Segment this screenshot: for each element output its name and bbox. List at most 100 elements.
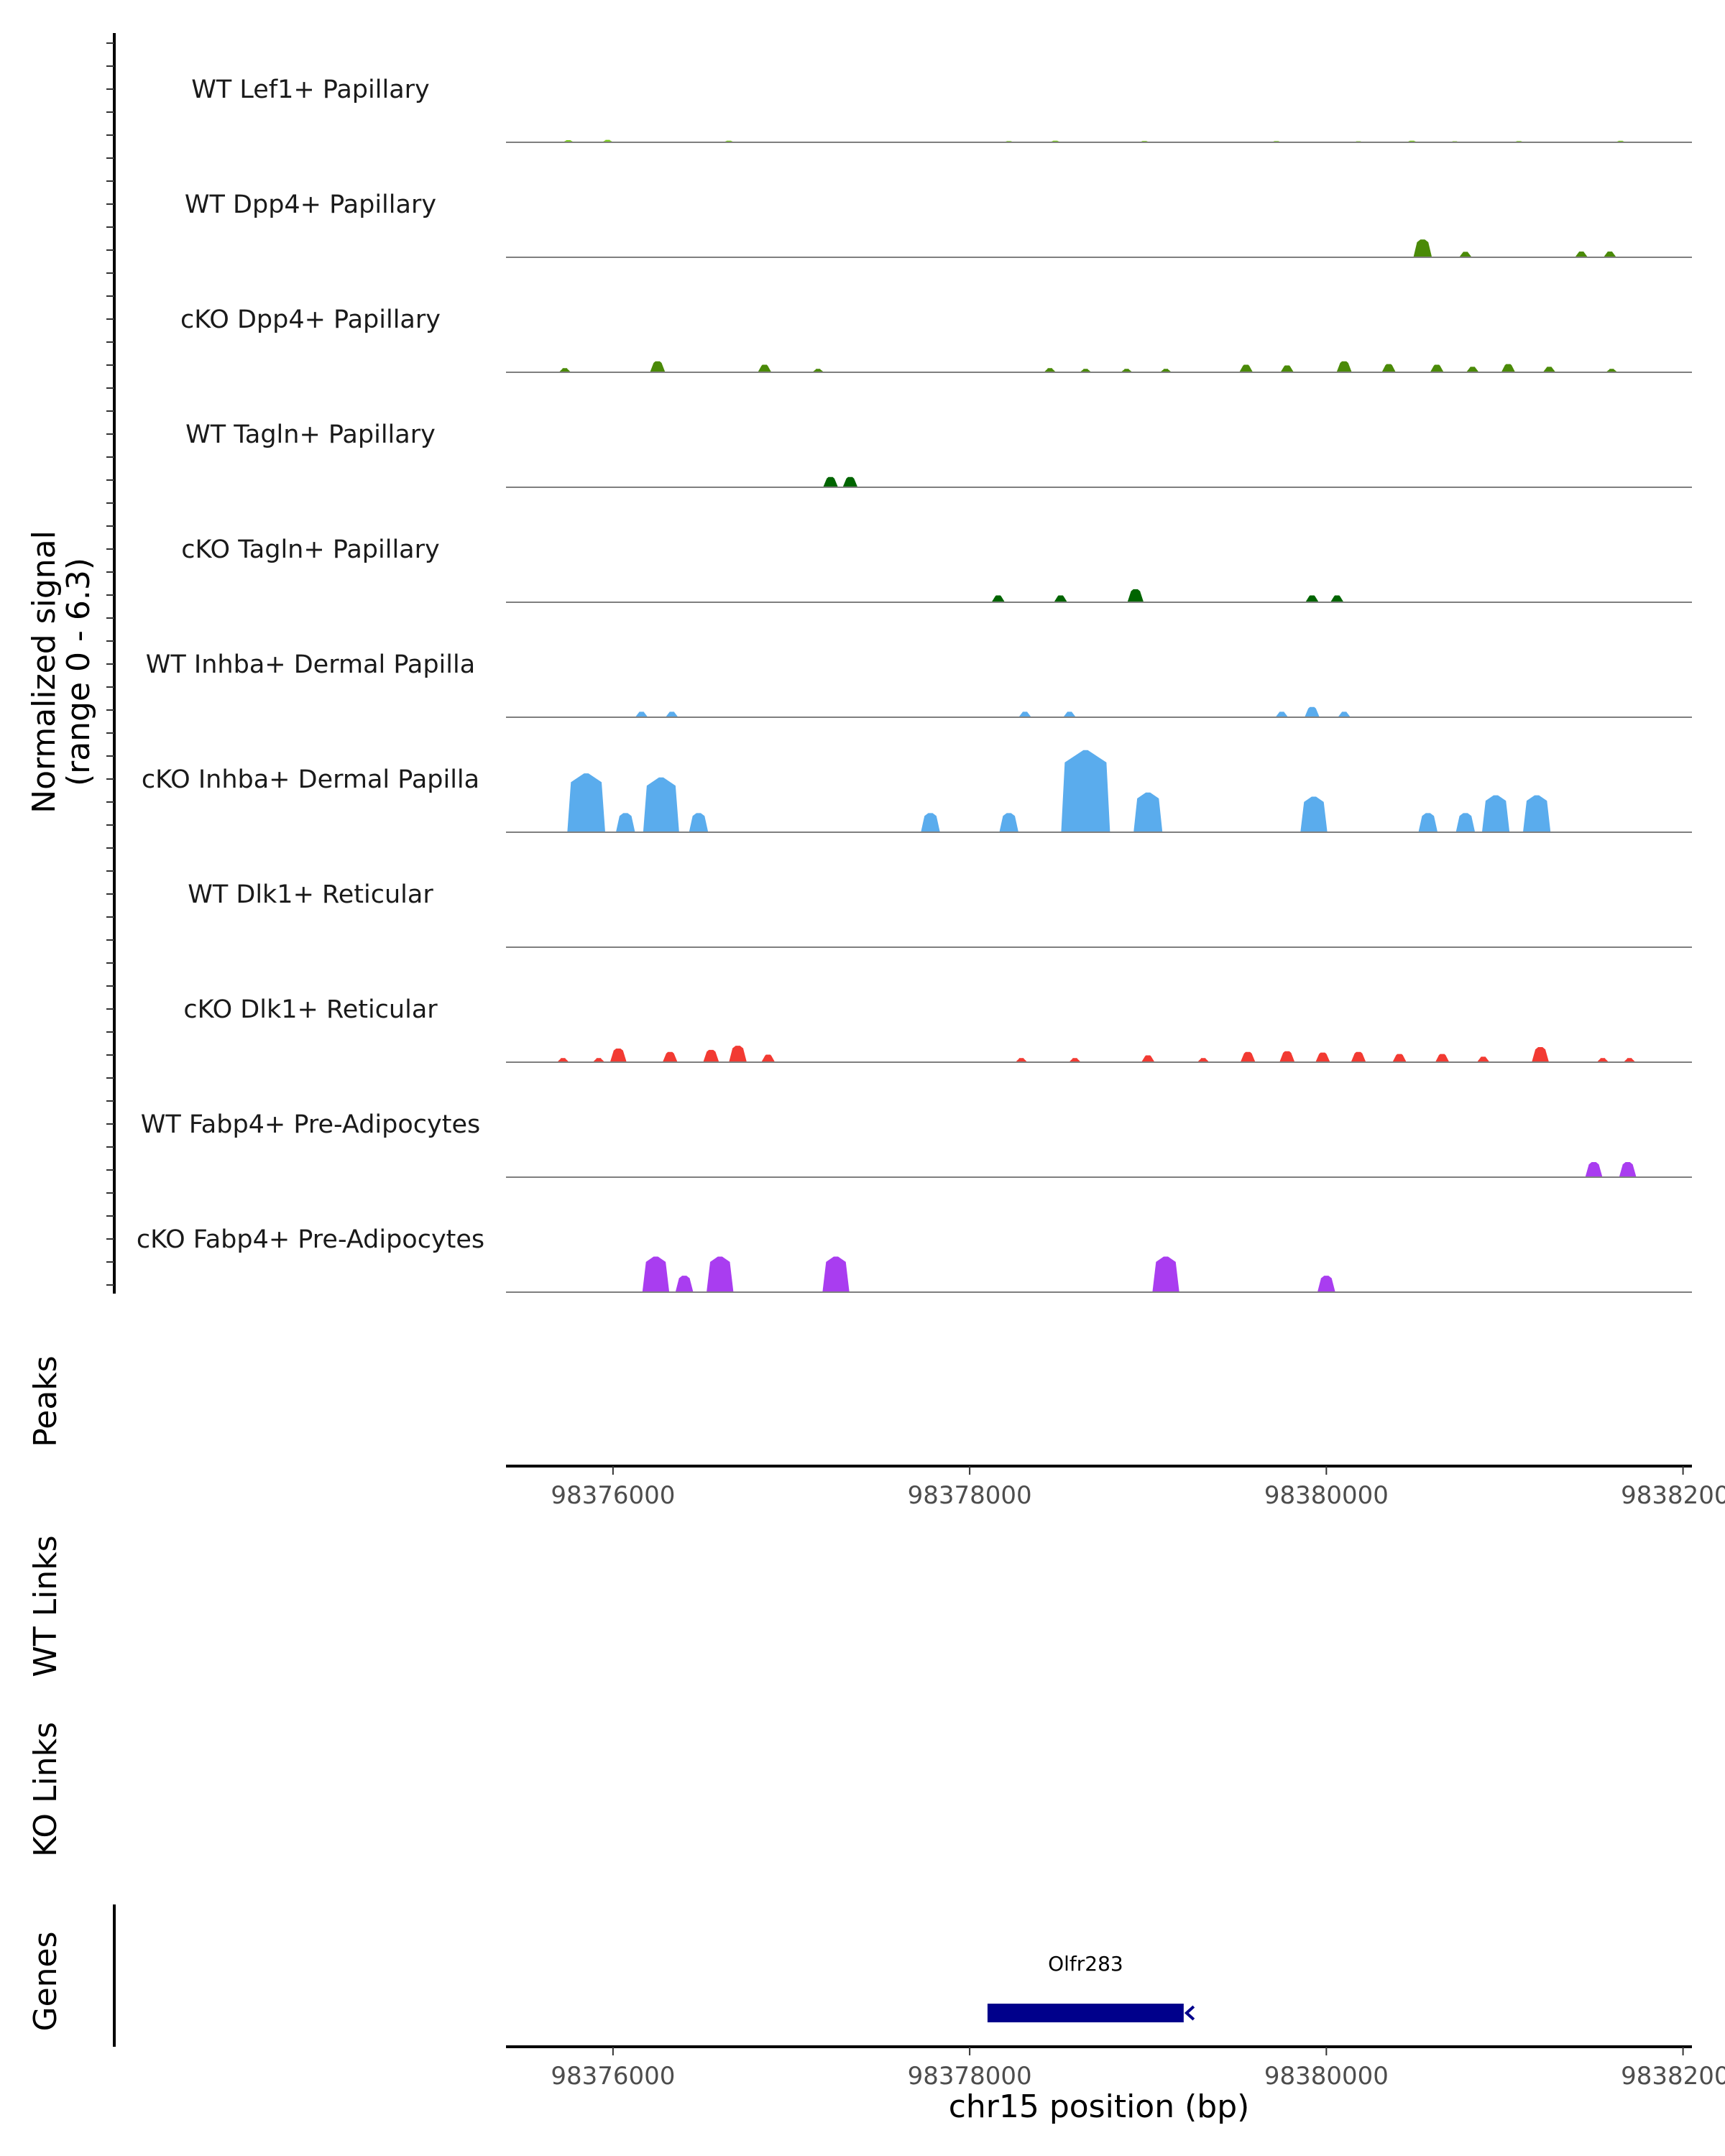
coverage-peak — [761, 1054, 776, 1062]
coverage-peak — [1063, 711, 1076, 717]
x-tick-label: 98376000 — [551, 2062, 675, 2091]
coverage-peak — [567, 773, 606, 832]
track-cko-dpp4-papillary: cKO Dpp4+ Papillary — [180, 305, 1692, 373]
coverage-peak — [1279, 1051, 1295, 1062]
coverage-peak — [1239, 364, 1254, 372]
coverage-peak — [635, 711, 648, 717]
coverage-peak — [610, 1048, 627, 1062]
coverage-peak — [1275, 711, 1289, 717]
track-wt-dlk1-reticular: WT Dlk1+ Reticular — [188, 880, 1692, 948]
coverage-peak — [1392, 1054, 1407, 1062]
coverage-peak — [842, 476, 858, 487]
coverage-peak — [1044, 368, 1057, 372]
x-tick-label: 98382000 — [1621, 2062, 1725, 2091]
coverage-peak — [707, 1256, 734, 1292]
coverage-peak — [1381, 364, 1396, 372]
coverage-peak — [1305, 595, 1319, 602]
x-tick-label: 98376000 — [551, 1481, 675, 1510]
track-label: WT Inhba+ Dermal Papilla — [146, 650, 475, 679]
coverage-peak — [1351, 1051, 1366, 1062]
coverage-peak — [1459, 252, 1472, 257]
track-label: cKO Tagln+ Papillary — [181, 535, 440, 564]
coverage-tracks: WT Lef1+ Papillary WT Dpp4+ Papillary cKO … — [137, 75, 1692, 1293]
coverage-peak — [812, 369, 824, 372]
genes-panel-label: Genes — [27, 1931, 64, 2031]
coverage-peak — [642, 1256, 670, 1292]
y-axis-range-label: (range 0 - 6.3) — [60, 558, 97, 786]
track-cko-inhba-dermal-papilla: cKO Inhba+ Dermal Papilla — [142, 750, 1692, 833]
coverage-peak — [1121, 369, 1133, 372]
coverage-peak — [1542, 367, 1556, 372]
coverage-peak — [1623, 1058, 1636, 1062]
coverage-peak — [1159, 369, 1172, 372]
track-label: WT Lef1+ Papillary — [191, 75, 430, 104]
coverage-peak — [1315, 1052, 1330, 1062]
coverage-peak — [1476, 1056, 1490, 1062]
coverage-peak — [1305, 706, 1320, 717]
coverage-peak — [729, 1046, 747, 1062]
coverage-peak — [1336, 361, 1352, 372]
coverage-peak — [1061, 750, 1110, 832]
x-tick-label: 98380000 — [1264, 2062, 1389, 2091]
track-wt-dpp4-papillary: WT Dpp4+ Papillary — [185, 190, 1692, 258]
coverage-peak — [823, 476, 838, 487]
coverage-peak — [1418, 813, 1438, 832]
x-axis-title: chr15 position (bp) — [949, 2088, 1250, 2125]
coverage-axis-ticks — [106, 42, 114, 1286]
coverage-peak — [1466, 367, 1479, 372]
track-label: WT Tagln+ Papillary — [185, 420, 436, 449]
coverage-peak — [1127, 589, 1144, 602]
coverage-peak — [1280, 365, 1294, 372]
track-label: WT Dlk1+ Reticular — [188, 880, 433, 909]
coverage-peak — [1481, 795, 1510, 832]
track-cko-fabp4-pre-adipocytes: cKO Fabp4+ Pre-Adipocytes — [137, 1225, 1692, 1293]
coverage-peak — [991, 595, 1006, 602]
coverage-peak — [558, 368, 571, 372]
coverage-peak — [615, 813, 635, 832]
coverage-peak — [1575, 252, 1588, 257]
track-wt-lef1-papillary: WT Lef1+ Papillary — [191, 75, 1692, 143]
coverage-peak — [1080, 369, 1092, 372]
gene-track: Olfr283 — [987, 1952, 1195, 2022]
track-cko-tagln-papillary: cKO Tagln+ Papillary — [181, 535, 1692, 603]
track-cko-dlk1-reticular: cKO Dlk1+ Reticular — [183, 995, 1692, 1063]
coverage-peak — [665, 711, 678, 717]
track-wt-fabp4-pre-adipocytes: WT Fabp4+ Pre-Adipocytes — [141, 1110, 1692, 1178]
coverage-peak — [1413, 239, 1432, 257]
coverage-peak — [675, 1276, 694, 1292]
coverage-peak — [921, 813, 940, 832]
peaks-panel-label: Peaks — [27, 1355, 64, 1447]
track-label: WT Fabp4+ Pre-Adipocytes — [141, 1110, 480, 1139]
coverage-peak — [1054, 595, 1067, 602]
coverage-peak — [1585, 1162, 1603, 1177]
coverage-peak — [643, 777, 679, 832]
gene-label: Olfr283 — [1048, 1952, 1123, 1976]
gene-body — [987, 2004, 1184, 2022]
coverage-peak — [1455, 813, 1476, 832]
coverage-peak — [1596, 1058, 1609, 1062]
x-tick-label: 98378000 — [908, 2062, 1032, 2091]
coverage-peak — [1338, 711, 1351, 717]
x-tick-label: 98378000 — [908, 1481, 1032, 1510]
coverage-peak — [1501, 364, 1516, 372]
coverage-peak — [1317, 1276, 1335, 1292]
coverage-peak — [1141, 1055, 1155, 1062]
coverage-peak — [999, 813, 1018, 832]
coverage-peak — [557, 1058, 569, 1062]
coverage-peak — [1197, 1058, 1210, 1062]
coverage-peak — [689, 813, 709, 832]
coverage-peak — [822, 1256, 850, 1292]
coverage-peak — [1522, 795, 1551, 832]
track-label: WT Dpp4+ Papillary — [185, 190, 436, 219]
coverage-peak — [1018, 711, 1031, 717]
coverage-peak — [1300, 796, 1328, 832]
coverage-peak — [1606, 369, 1618, 372]
track-label: cKO Dlk1+ Reticular — [183, 995, 438, 1024]
coverage-peak — [1152, 1256, 1179, 1292]
coverage-peak — [1240, 1051, 1256, 1062]
coverage-peak — [1430, 364, 1444, 372]
coverage-peak — [662, 1051, 678, 1062]
wt-links-panel-label: WT Links — [27, 1535, 64, 1677]
coverage-peak — [1330, 595, 1344, 602]
